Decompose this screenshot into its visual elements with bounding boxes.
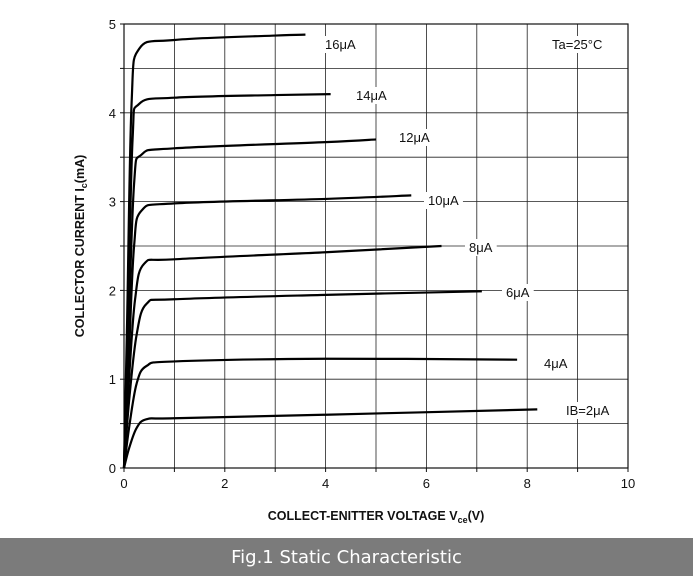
temperature-annotation: Ta=25°C bbox=[552, 37, 602, 52]
series-label: 6μA bbox=[506, 285, 530, 300]
curve-labels: IB=2μA 4μA 6μA 8μA 10μA 12μA 14μA 16μA bbox=[321, 36, 614, 419]
y-tick-label: 1 bbox=[109, 372, 116, 387]
series-line-IB2A bbox=[122, 408, 538, 469]
y-tick-label: 5 bbox=[109, 17, 116, 32]
label-background bbox=[352, 87, 391, 104]
x-axis-title: COLLECT-ENITTER VOLTAGE Vce(V) bbox=[268, 509, 485, 525]
x-tick-label: 0 bbox=[120, 476, 127, 491]
series-label: 12μA bbox=[399, 130, 430, 145]
x-tick-label: 6 bbox=[423, 476, 430, 491]
y-tick-label: 0 bbox=[109, 461, 116, 476]
label-background bbox=[465, 239, 497, 256]
y-tick-label: 4 bbox=[109, 106, 116, 121]
label-background bbox=[502, 284, 534, 301]
series-line-6A bbox=[122, 290, 482, 469]
series-label: IB=2μA bbox=[566, 403, 610, 418]
y-tick-label: 3 bbox=[109, 195, 116, 210]
figure-caption: Fig.1 Static Characteristic bbox=[0, 538, 693, 576]
chart: 0 2 4 6 8 10 0 1 2 3 4 5 IB=2μA 4μA 6μA 8μA 10μA 12μA 14μ… bbox=[73, 17, 635, 525]
y-tick-label: 2 bbox=[109, 283, 116, 298]
tick-labels: 0 2 4 6 8 10 0 1 2 3 4 5 bbox=[109, 17, 635, 491]
x-tick-label: 2 bbox=[221, 476, 228, 491]
label-background bbox=[395, 129, 434, 146]
label-background bbox=[540, 355, 572, 372]
series-line-16A bbox=[122, 33, 306, 469]
x-tick-label: 10 bbox=[621, 476, 635, 491]
series-label: 4μA bbox=[544, 356, 568, 371]
series-label: 8μA bbox=[469, 240, 493, 255]
series-line-4A bbox=[122, 357, 518, 469]
label-background bbox=[424, 192, 463, 209]
series-label: 16μA bbox=[325, 37, 356, 52]
curves bbox=[122, 33, 538, 469]
label-background bbox=[562, 402, 614, 419]
series-line-10A bbox=[122, 194, 412, 469]
axes bbox=[120, 23, 629, 472]
x-tick-label: 4 bbox=[322, 476, 329, 491]
series-line-8A bbox=[122, 244, 442, 469]
annotation-background bbox=[548, 36, 607, 53]
label-background bbox=[321, 36, 360, 53]
series-label: 14μA bbox=[356, 88, 387, 103]
series-label: 10μA bbox=[428, 193, 459, 208]
x-tick-label: 8 bbox=[524, 476, 531, 491]
y-axis-title: COLLECTOR CURRENT Ic(mA) bbox=[73, 155, 89, 338]
